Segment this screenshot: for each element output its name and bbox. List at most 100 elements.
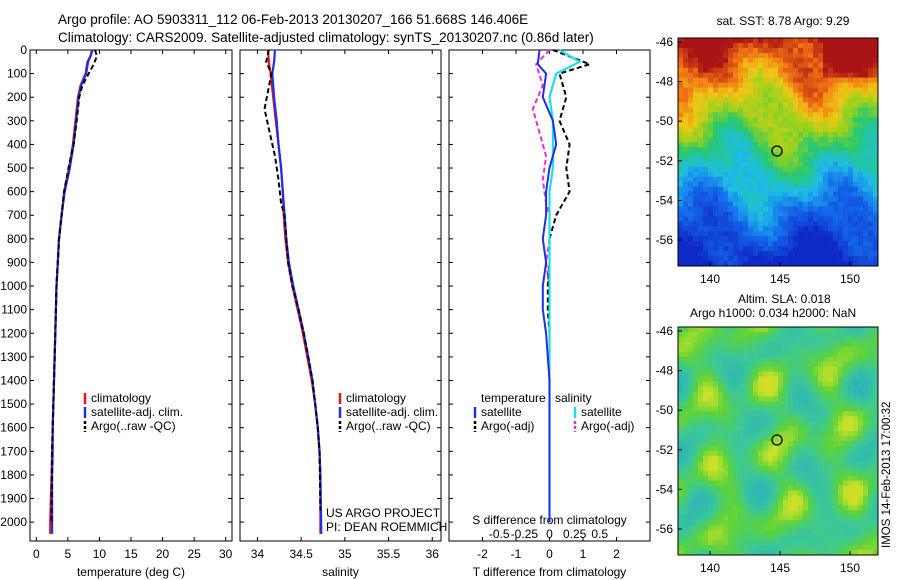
- sst-map-cell: [833, 181, 839, 188]
- sst-map-cell: [793, 256, 799, 262]
- sst-map-cell: [718, 77, 724, 84]
- sst-map-cell: [743, 251, 749, 257]
- sst-map-cell: [683, 156, 689, 163]
- sla-map-cell: [848, 396, 854, 402]
- sla-map-cell: [863, 396, 869, 402]
- sla-map-cell: [838, 406, 844, 412]
- sla-map-cell: [778, 416, 784, 422]
- sla-map-cell: [773, 411, 779, 417]
- sst-map-cell: [733, 82, 739, 88]
- sla-map-cell: [843, 441, 849, 447]
- sla-map-cell: [808, 421, 814, 427]
- sst-map-cell: [728, 152, 734, 158]
- sla-map-cell: [743, 465, 749, 472]
- sla-map-cell: [778, 391, 784, 397]
- sla-map-cell: [708, 485, 714, 491]
- sst-map-cell: [713, 77, 719, 84]
- sla-map-cell: [778, 336, 784, 343]
- sst-map-cell: [678, 127, 684, 133]
- sst-map-cell: [698, 52, 704, 59]
- sst-map-cell: [823, 97, 829, 103]
- sla-map-cell: [773, 421, 779, 427]
- sla-map-cell: [823, 540, 829, 546]
- sst-map-cell: [758, 216, 764, 222]
- sst-map-cell: [853, 47, 859, 54]
- sst-map-cell: [693, 181, 699, 188]
- sla-map-cell: [828, 480, 834, 487]
- sla-map-cell: [783, 376, 789, 382]
- sla-map-cell: [833, 495, 839, 501]
- sst-map-cell: [818, 107, 824, 113]
- sla-map-cell: [738, 485, 744, 491]
- sla-map-cell: [708, 495, 714, 501]
- sst-map-cell: [698, 241, 704, 247]
- sst-map-cell: [783, 221, 789, 227]
- sla-map-cell: [708, 416, 714, 422]
- sla-map-cell: [678, 336, 684, 343]
- sst-map-cell: [713, 216, 719, 222]
- sst-map-cell: [723, 226, 729, 232]
- sst-map-cell: [843, 166, 849, 173]
- sst-map-cell: [783, 82, 789, 88]
- sla-map-cell: [678, 485, 684, 491]
- sla-map-cell: [768, 500, 774, 506]
- sst-map-cell: [783, 102, 789, 108]
- sst-map-cell: [693, 47, 699, 54]
- sst-map-cell: [763, 211, 769, 217]
- sst-map-cell: [728, 191, 734, 198]
- sst-map-cell: [703, 256, 709, 262]
- sst-map-cell: [868, 186, 874, 193]
- sst-map-cell: [768, 67, 774, 74]
- sla-map-cell: [813, 540, 819, 546]
- sla-map-cell: [873, 535, 879, 541]
- sst-map-cell: [868, 176, 874, 183]
- sla-map-cell: [843, 376, 849, 382]
- sst-map-cell: [798, 42, 804, 49]
- sla-map-cell: [678, 535, 684, 541]
- sst-map-cell: [783, 241, 789, 247]
- sla-map-cell: [698, 371, 704, 377]
- sla-map-cell: [748, 500, 754, 506]
- sla-map-cell: [753, 475, 759, 482]
- sst-map-cell: [748, 52, 754, 59]
- sla-map-cell: [788, 386, 794, 392]
- sst-map-cell: [823, 67, 829, 74]
- sla-map-cell: [678, 346, 684, 353]
- sla-map-cell: [873, 455, 879, 462]
- sla-map-cell: [728, 500, 734, 506]
- sla-map-cell: [688, 515, 694, 521]
- sst-map-cell: [743, 107, 749, 113]
- sla-map-cell: [738, 455, 744, 462]
- sst-map-cell: [843, 97, 849, 103]
- sla-map-cell: [803, 341, 809, 348]
- sst-map-cell: [748, 261, 754, 267]
- sst-map-cell: [748, 82, 754, 88]
- sla-map-cell: [733, 530, 739, 536]
- sla-map-cell: [848, 545, 854, 551]
- sst-map-cell: [703, 82, 709, 88]
- sst-map-cell: [708, 216, 714, 222]
- sla-map-cell: [833, 520, 839, 526]
- sst-map-cell: [798, 62, 804, 69]
- sst-map-cell: [708, 181, 714, 188]
- sst-map-cell: [833, 152, 839, 158]
- sst-map-cell: [823, 211, 829, 217]
- sst-map-cell: [808, 156, 814, 163]
- sst-map-cell: [773, 147, 779, 153]
- sst-map-cell: [838, 102, 844, 108]
- sla-map-cell: [688, 465, 694, 472]
- sst-map-cell: [708, 42, 714, 49]
- sst-map-cell: [793, 107, 799, 113]
- sla-map-cell: [738, 416, 744, 422]
- sla-map-cell: [788, 346, 794, 353]
- sla-map-cell: [698, 386, 704, 392]
- sst-map-cell: [833, 251, 839, 257]
- sst-map-cell: [793, 92, 799, 98]
- sla-map-cell: [733, 416, 739, 422]
- sla-map-cell: [868, 401, 874, 407]
- sla-map-cell: [783, 371, 789, 377]
- sst-map-cell: [683, 38, 689, 44]
- sst-map-cell: [773, 67, 779, 74]
- sst-map-cell: [778, 117, 784, 123]
- sla-map-cell: [698, 431, 704, 437]
